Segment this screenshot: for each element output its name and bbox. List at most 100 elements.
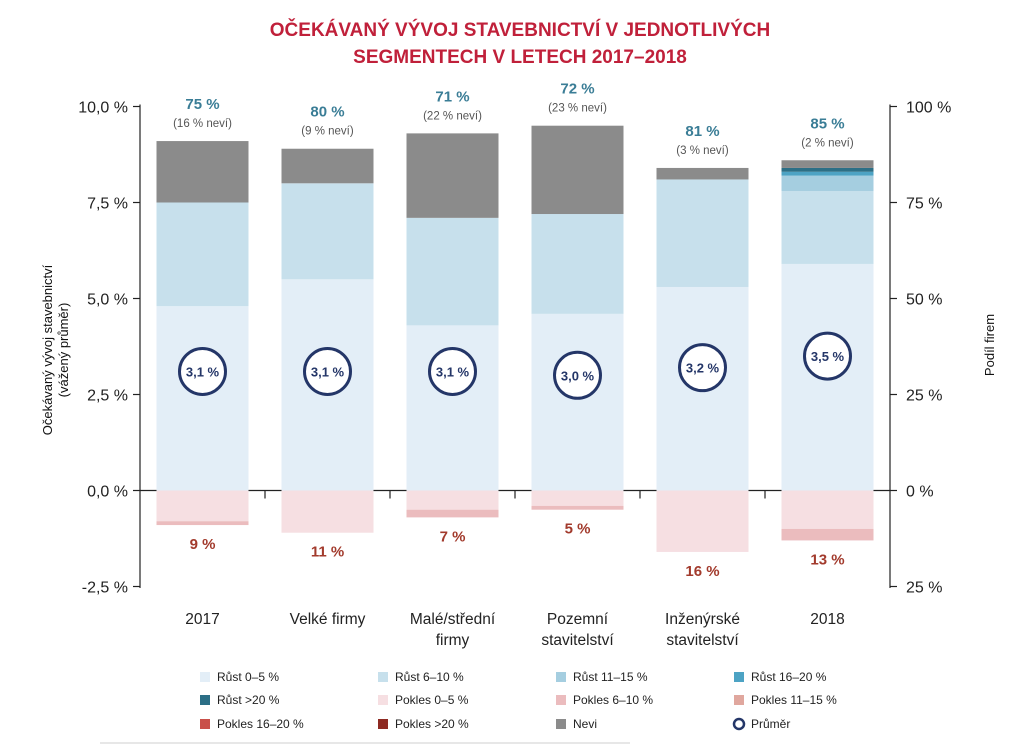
category-label: 2017 [185, 611, 219, 628]
bar-segment [656, 167, 749, 180]
legend-label: Pokles 0–5 % [395, 693, 469, 707]
bar-segment [531, 125, 624, 215]
legend-swatch [556, 719, 566, 729]
legend-label: Nevi [573, 717, 597, 731]
legend-swatch [556, 695, 566, 705]
y-axis-label: Očekávaný vývoj stavebnictví(vážený prům… [40, 264, 71, 435]
bar-segment [531, 490, 624, 506]
category-label: firmy [436, 632, 470, 649]
category-label: Malé/střední [410, 611, 496, 628]
legend-swatch [200, 695, 210, 705]
decline-share-label: 5 % [565, 521, 591, 538]
growth-share-label: 72 % [560, 81, 594, 98]
bar-segment [156, 521, 249, 526]
bar-segment [281, 183, 374, 280]
bar-segment [781, 175, 874, 191]
average-marker [553, 350, 602, 400]
average-label: 3,5 % [811, 349, 845, 364]
chart-title-line-1: OČEKÁVANÝ VÝVOJ STAVEBNICTVÍ V JEDNOTLIV… [270, 19, 770, 41]
growth-share-label: 80 % [310, 104, 344, 121]
unknown-share-label: (3 % neví) [676, 145, 729, 157]
legend-swatch [378, 672, 388, 682]
legend-label: Růst >20 % [217, 693, 280, 707]
average-label: 3,1 % [186, 364, 220, 379]
average-label: 3,1 % [436, 364, 470, 379]
decline-share-label: 11 % [311, 544, 344, 561]
legend-label: Pokles >20 % [395, 717, 469, 731]
bar-segment [656, 179, 749, 287]
legend-label: Růst 0–5 % [217, 670, 279, 684]
bar-segment [781, 190, 874, 264]
bar-segment [531, 313, 624, 491]
legend-swatch [556, 672, 566, 682]
right-tick-label: 0 % [906, 484, 934, 501]
unknown-share-label: (22 % neví) [423, 110, 482, 122]
category-label: Pozemní [547, 611, 609, 628]
right-tick-label: 100 % [906, 100, 951, 117]
bar-segment [156, 202, 249, 307]
chart-title-line-2: SEGMENTECH V LETECH 2017–2018 [353, 47, 687, 68]
right-tick-label: 25 % [906, 580, 942, 597]
average-marker [803, 331, 852, 381]
legend-swatch [378, 719, 388, 729]
average-label: 3,1 % [311, 364, 345, 379]
legend-label: Růst 11–15 % [573, 670, 648, 684]
legend-swatch [734, 672, 744, 682]
unknown-share-label: (9 % neví) [301, 126, 354, 138]
average-marker [428, 346, 477, 396]
legend-label: Růst 16–20 % [751, 670, 827, 684]
left-tick-label: 0,0 % [87, 484, 128, 501]
decline-share-label: 7 % [440, 528, 466, 545]
growth-share-label: 71 % [435, 88, 469, 105]
bar-segment [406, 217, 499, 326]
bar-segment [781, 490, 874, 529]
legend-label: Pokles 11–15 % [751, 693, 837, 707]
bar-segment [781, 167, 874, 172]
left-tick-label: 10,0 % [78, 100, 128, 117]
decline-share-label: 16 % [685, 563, 719, 580]
legend-label: Růst 6–10 % [395, 670, 464, 684]
legend-swatch [734, 695, 744, 705]
y-axis-label-right: Podíl firem [982, 314, 997, 376]
legend-label: Průměr [751, 717, 790, 731]
decline-share-label: 13 % [810, 551, 844, 568]
data-labels: 75 % (16 % neví) 9 % 3,1 % 2017 80 % (9 % neví… [173, 81, 854, 649]
unknown-share-label: (23 % neví) [548, 103, 607, 115]
average-marker [303, 346, 352, 396]
legend-swatch [378, 695, 388, 705]
growth-share-label: 85 % [810, 115, 844, 132]
average-marker [678, 343, 727, 393]
bar-segment [156, 490, 249, 522]
bar-segment [156, 141, 249, 203]
bar-segment [406, 490, 499, 510]
growth-share-label: 81 % [685, 123, 719, 140]
left-tick-label: 2,5 % [87, 388, 128, 405]
unknown-share-label: (16 % neví) [173, 118, 232, 130]
category-label: Inženýrské [665, 611, 740, 628]
axes: 10,0 % 7,5 % 5,0 % 2,5 % 0,0 % -2,5 % 100 % 75 … [40, 100, 997, 597]
unknown-share-label: (2 % neví) [801, 137, 854, 149]
category-label: stavitelství [666, 632, 739, 649]
bar-segment [531, 214, 624, 314]
average-marker [178, 346, 227, 396]
bar-segment [406, 509, 499, 518]
average-label: 3,2 % [686, 361, 720, 376]
legend-label: Pokles 6–10 % [573, 693, 653, 707]
bar-segment [281, 490, 374, 533]
legend-swatch [200, 672, 210, 682]
bars [156, 125, 874, 552]
growth-share-label: 75 % [185, 96, 219, 113]
chart-title: OČEKÁVANÝ VÝVOJ STAVEBNICTVÍ V JEDNOTLIV… [270, 19, 770, 68]
bar-segment [781, 528, 874, 541]
legend-swatch-average [732, 717, 746, 731]
average-label: 3,0 % [561, 368, 595, 383]
left-tick-label: 5,0 % [87, 292, 128, 309]
bar-segment [531, 505, 624, 510]
decline-share-label: 9 % [190, 536, 216, 553]
bar-segment [781, 160, 874, 168]
right-tick-label: 25 % [906, 388, 942, 405]
category-label: 2018 [810, 611, 844, 628]
left-tick-label: 7,5 % [87, 196, 128, 213]
bar-segment [156, 306, 249, 491]
